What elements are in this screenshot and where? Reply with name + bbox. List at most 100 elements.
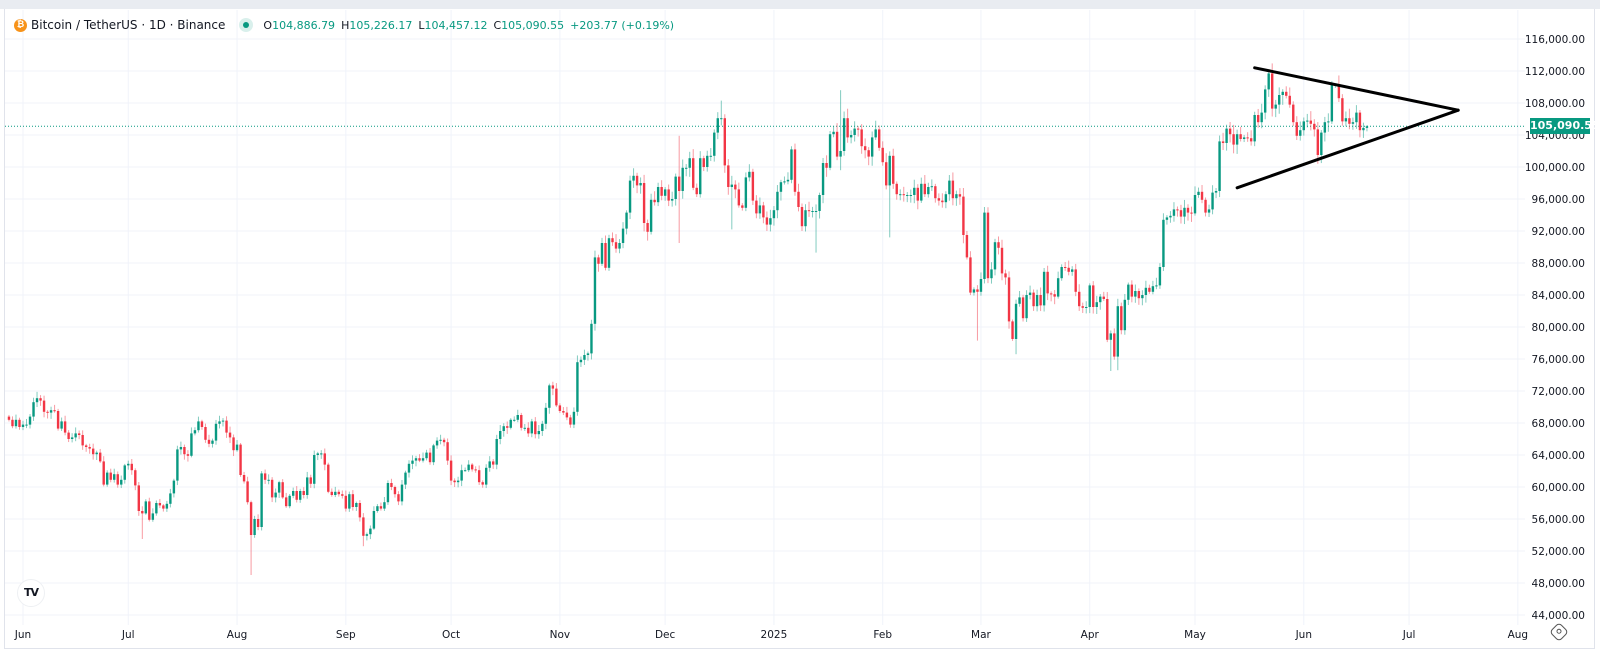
candle-body bbox=[432, 445, 435, 463]
candle-body bbox=[867, 150, 870, 157]
candle-down bbox=[1039, 287, 1042, 312]
candle-up bbox=[576, 355, 579, 416]
candle-body bbox=[120, 479, 123, 485]
candle-up bbox=[1207, 204, 1211, 217]
candle-body bbox=[1067, 267, 1070, 272]
candle-body bbox=[734, 184, 737, 190]
candle-down bbox=[762, 201, 765, 224]
candle-body bbox=[70, 437, 74, 439]
y-tick-label: 44,000.00 bbox=[1532, 610, 1585, 622]
candle-body bbox=[162, 505, 165, 509]
candle-body bbox=[1207, 209, 1211, 213]
candle-up bbox=[1267, 71, 1270, 97]
candle-up bbox=[372, 506, 376, 530]
candle-up bbox=[776, 185, 779, 219]
trendline-upper bbox=[1253, 66, 1460, 112]
candle-body bbox=[1337, 84, 1341, 99]
candle-down bbox=[885, 153, 888, 190]
candle-body bbox=[116, 474, 119, 485]
candle-body bbox=[477, 470, 481, 483]
candle-body bbox=[1190, 212, 1193, 214]
candle-down bbox=[527, 422, 530, 437]
y-tick-label: 100,000.00 bbox=[1525, 162, 1585, 174]
candle-body bbox=[197, 421, 200, 431]
candle-body bbox=[127, 463, 130, 466]
candle-down bbox=[951, 172, 955, 206]
candle-up bbox=[74, 427, 77, 442]
candle-down bbox=[130, 458, 133, 475]
candle-down bbox=[646, 219, 649, 241]
high-value: H105,226.17 bbox=[341, 18, 413, 32]
candle-body bbox=[39, 398, 42, 401]
candle-down bbox=[877, 125, 881, 151]
candle-up bbox=[607, 234, 611, 271]
candle-body bbox=[1271, 73, 1274, 109]
candle-body bbox=[46, 411, 49, 413]
candle-down bbox=[379, 502, 383, 511]
candle-body bbox=[1228, 128, 1232, 135]
candle-down bbox=[941, 193, 944, 208]
candle-body bbox=[769, 218, 772, 225]
candle-down bbox=[351, 490, 355, 511]
candle-body bbox=[558, 405, 562, 411]
candle-down bbox=[270, 477, 274, 503]
candle-body bbox=[628, 180, 632, 213]
candle-body bbox=[576, 362, 579, 412]
candle-body bbox=[885, 162, 888, 186]
candle-down bbox=[1232, 124, 1235, 154]
candle-body bbox=[814, 211, 818, 212]
candle-up bbox=[909, 189, 912, 203]
candle-up bbox=[1218, 135, 1221, 198]
candle-up bbox=[572, 407, 576, 429]
candle-body bbox=[442, 439, 446, 443]
candle-down bbox=[892, 148, 895, 189]
candle-body bbox=[1313, 123, 1316, 130]
candle-down bbox=[937, 193, 941, 206]
candle-body bbox=[997, 242, 1000, 248]
candle-up bbox=[730, 175, 734, 230]
candle-body bbox=[755, 200, 758, 214]
candle-body bbox=[892, 155, 895, 184]
candle-down bbox=[1228, 121, 1232, 143]
candle-up bbox=[744, 172, 748, 212]
x-tick-label: Feb bbox=[873, 629, 892, 641]
candle-down bbox=[1316, 122, 1320, 164]
candle-body bbox=[428, 452, 432, 463]
symbol-title[interactable]: Bitcoin / TetherUS · 1D · Binance bbox=[31, 18, 226, 32]
candle-body bbox=[597, 257, 600, 264]
candle-body bbox=[1186, 207, 1190, 213]
candle-down bbox=[800, 203, 804, 231]
candle-up bbox=[95, 450, 98, 460]
candle-up bbox=[1060, 264, 1063, 281]
candle-body bbox=[190, 433, 193, 456]
candle-body bbox=[748, 171, 751, 178]
candle-up bbox=[839, 90, 842, 171]
candle-body bbox=[1256, 115, 1260, 123]
candle-body bbox=[1053, 294, 1056, 297]
candle-up bbox=[235, 440, 239, 452]
candle-body bbox=[1218, 141, 1221, 191]
candle-body bbox=[123, 465, 126, 480]
candle-body bbox=[1102, 296, 1105, 299]
candle-body bbox=[365, 534, 369, 536]
candle-up bbox=[291, 487, 295, 499]
candle-down bbox=[81, 430, 84, 450]
y-tick-label: 68,000.00 bbox=[1532, 418, 1585, 430]
candle-body bbox=[344, 495, 348, 509]
candle-up bbox=[49, 406, 53, 419]
candle-body bbox=[1221, 141, 1225, 143]
candle-up bbox=[579, 356, 583, 367]
candle-body bbox=[1162, 219, 1165, 267]
candle-down bbox=[137, 481, 140, 516]
candle-down bbox=[42, 395, 46, 418]
candle-down bbox=[1067, 260, 1070, 276]
candle-body bbox=[853, 128, 856, 135]
candle-down bbox=[1186, 204, 1190, 221]
candle-down bbox=[453, 478, 456, 488]
candle-down bbox=[569, 414, 572, 428]
candle-up bbox=[218, 415, 221, 429]
candle-down bbox=[558, 403, 562, 414]
tradingview-logo[interactable]: TV bbox=[17, 579, 45, 607]
y-tick-label: 88,000.00 bbox=[1532, 258, 1585, 270]
